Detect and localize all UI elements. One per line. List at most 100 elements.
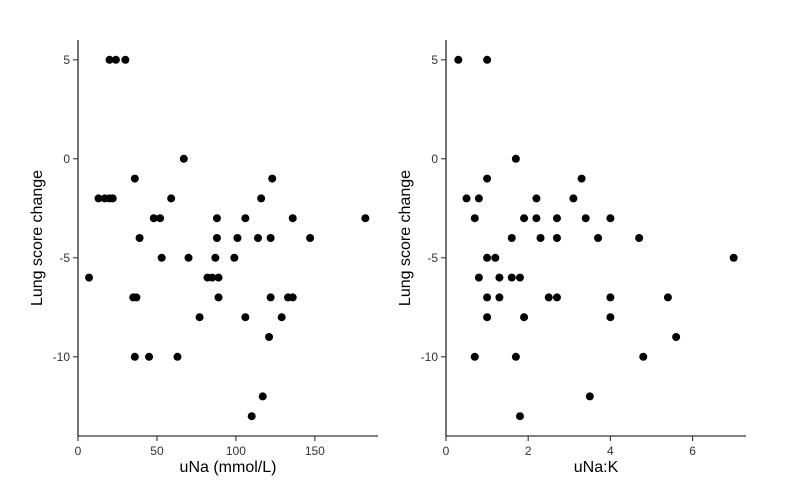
data-point [495, 293, 504, 302]
data-point [111, 55, 120, 64]
data-point [474, 273, 483, 282]
data-point [552, 293, 561, 302]
data-point [132, 293, 141, 302]
data-point [552, 234, 561, 242]
data-point [507, 273, 516, 282]
data-point [94, 194, 103, 203]
data-point [536, 234, 545, 242]
data-point [277, 313, 286, 322]
data-point [233, 234, 242, 242]
y-tick-label: 0 [63, 152, 70, 166]
x-tick-label: 2 [525, 444, 532, 458]
data-point [157, 253, 166, 262]
data-point [511, 154, 520, 163]
data-point [208, 273, 217, 282]
data-point [149, 214, 158, 223]
data-point [515, 412, 524, 421]
data-point [532, 194, 541, 203]
x-tick-label: 0 [75, 444, 82, 458]
x-tick-label: 150 [305, 444, 325, 458]
data-point [594, 234, 603, 242]
data-point [145, 352, 154, 361]
data-point [211, 253, 220, 262]
data-point [585, 392, 594, 401]
x-tick-label: 100 [226, 444, 246, 458]
y-tick-label: 5 [63, 53, 70, 67]
data-point [121, 55, 130, 64]
x-tick-label: 4 [607, 444, 614, 458]
data-point [156, 214, 165, 223]
data-point [268, 174, 277, 183]
y-tick-label: -5 [59, 251, 70, 265]
data-point [483, 293, 492, 302]
data-point [470, 214, 479, 223]
x-axis-title: uNa:K [574, 459, 619, 476]
data-point [507, 234, 516, 242]
x-tick-label: 6 [689, 444, 696, 458]
data-point [361, 214, 370, 223]
data-point [135, 234, 144, 242]
y-tick-label: -10 [421, 350, 439, 364]
data-point [179, 154, 188, 163]
data-point [606, 293, 615, 302]
y-tick-label: 5 [431, 53, 438, 67]
y-tick-label: -10 [53, 350, 71, 364]
data-point [212, 214, 221, 223]
data-point [606, 214, 615, 223]
data-point [520, 313, 529, 322]
data-point [230, 253, 239, 262]
data-point [212, 234, 221, 242]
data-point [247, 412, 256, 421]
data-point [130, 174, 139, 183]
data-point [266, 293, 275, 302]
y-tick-label: -5 [427, 251, 438, 265]
data-point [511, 352, 520, 361]
data-point [470, 352, 479, 361]
data-point [729, 253, 738, 262]
y-axis-title: Lung score change [29, 170, 46, 306]
data-point [257, 194, 266, 203]
x-axis-title: uNa (mmol/L) [180, 459, 277, 476]
data-point [491, 253, 500, 262]
data-point [265, 333, 274, 341]
data-point [495, 273, 504, 282]
data-point [483, 313, 492, 322]
data-point [85, 273, 94, 282]
data-point [306, 234, 315, 242]
data-point [130, 352, 139, 361]
data-point [462, 194, 471, 203]
data-point [266, 234, 275, 242]
data-point [105, 55, 114, 64]
scatter-panel-una-k: 5 0 -5 -10 0 2 4 6 uNa:K Lung score change [397, 40, 746, 476]
data-point [639, 352, 648, 361]
data-point [606, 313, 615, 322]
data-point [520, 214, 529, 223]
data-point [663, 293, 672, 302]
data-point [544, 293, 553, 302]
data-point [258, 392, 267, 401]
data-point [454, 55, 463, 64]
data-point [288, 293, 297, 302]
y-tick-label: 0 [431, 152, 438, 166]
data-point [532, 214, 541, 223]
data-point [195, 313, 204, 322]
data-point [214, 293, 223, 302]
y-axis-title: Lung score change [397, 170, 414, 306]
data-point [108, 194, 117, 203]
data-point [552, 214, 561, 223]
data-point [214, 273, 223, 282]
data-point [483, 253, 492, 262]
data-point [474, 194, 483, 203]
data-point [241, 214, 250, 223]
data-point [483, 174, 492, 183]
x-tick-label: 0 [443, 444, 450, 458]
data-point [577, 174, 586, 183]
data-point [515, 273, 524, 282]
data-point [184, 253, 193, 262]
data-point [635, 234, 644, 242]
x-tick-label: 50 [150, 444, 164, 458]
data-point [672, 333, 681, 341]
data-point [241, 313, 250, 322]
data-point [288, 214, 297, 223]
